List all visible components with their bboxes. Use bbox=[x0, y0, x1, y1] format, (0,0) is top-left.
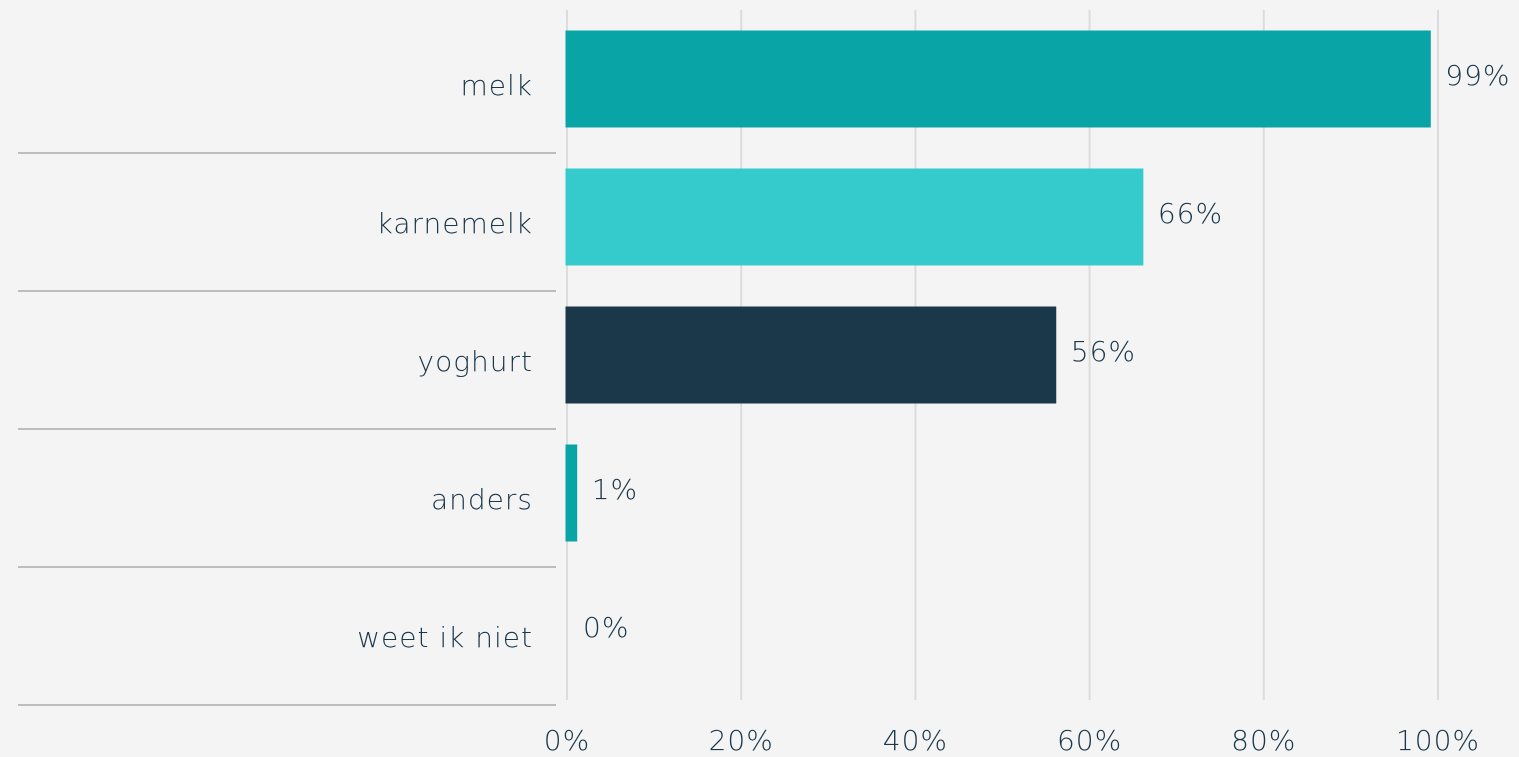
bar bbox=[565, 30, 1431, 128]
category-label: weet ik niet bbox=[357, 621, 533, 654]
category-label: yoghurt bbox=[418, 345, 534, 378]
value-label: 0% bbox=[583, 611, 629, 644]
category-label: karnemelk bbox=[377, 207, 533, 240]
x-tick-label: 100% bbox=[1396, 724, 1480, 757]
value-label: 66% bbox=[1158, 197, 1223, 230]
x-tick-label: 40% bbox=[883, 724, 948, 757]
bar bbox=[565, 168, 1144, 266]
value-label: 56% bbox=[1071, 335, 1136, 368]
x-tick-label: 60% bbox=[1057, 724, 1122, 757]
value-label: 1% bbox=[592, 473, 638, 506]
bar bbox=[565, 444, 578, 542]
x-tick-label: 80% bbox=[1231, 724, 1296, 757]
category-label: anders bbox=[431, 483, 533, 516]
bar bbox=[565, 306, 1057, 404]
x-tick-label: 20% bbox=[709, 724, 774, 757]
x-tick-label: 0% bbox=[544, 724, 590, 757]
value-label: 99% bbox=[1445, 59, 1510, 92]
category-label: melk bbox=[461, 69, 534, 102]
